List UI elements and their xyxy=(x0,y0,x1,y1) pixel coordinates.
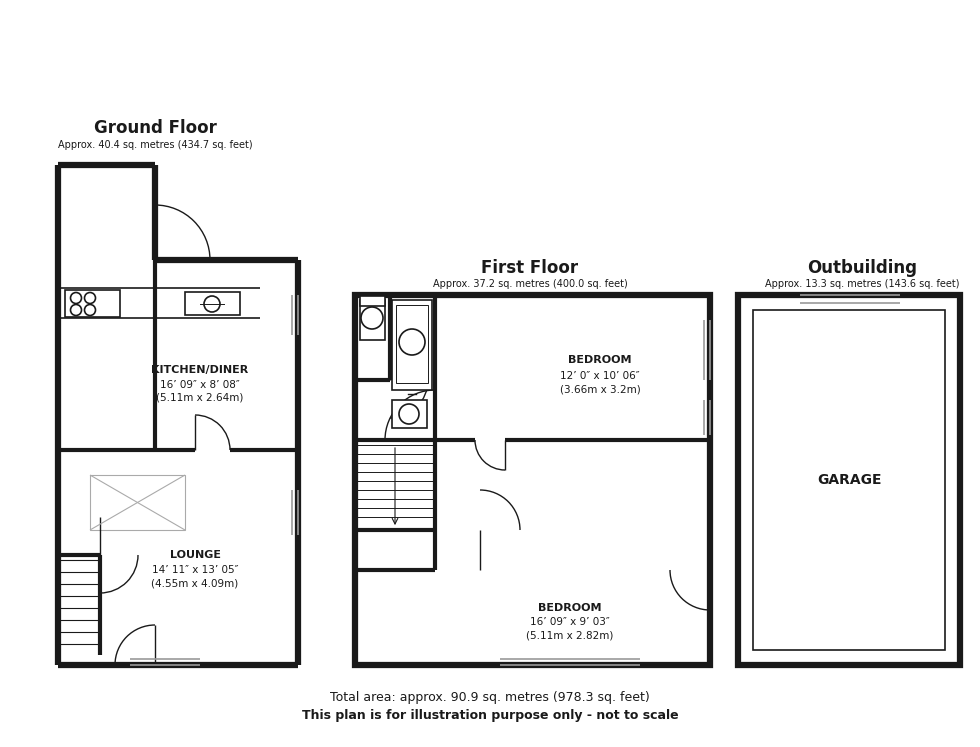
Text: KITCHEN/DINER: KITCHEN/DINER xyxy=(151,365,249,375)
Circle shape xyxy=(71,293,81,303)
Text: Approx. 37.2 sq. metres (400.0 sq. feet): Approx. 37.2 sq. metres (400.0 sq. feet) xyxy=(432,279,627,289)
Text: Approx. 40.4 sq. metres (434.7 sq. feet): Approx. 40.4 sq. metres (434.7 sq. feet) xyxy=(58,140,252,150)
Bar xyxy=(738,295,960,665)
Bar xyxy=(90,475,185,530)
Bar xyxy=(65,290,120,317)
Text: 12’ 0″ x 10’ 06″: 12’ 0″ x 10’ 06″ xyxy=(561,371,640,381)
Bar xyxy=(753,310,945,650)
Text: (5.11m x 2.82m): (5.11m x 2.82m) xyxy=(526,631,613,641)
Text: BEDROOM: BEDROOM xyxy=(568,355,632,365)
Text: Total area: approx. 90.9 sq. metres (978.3 sq. feet): Total area: approx. 90.9 sq. metres (978… xyxy=(330,690,650,704)
Text: LOUNGE: LOUNGE xyxy=(170,550,220,560)
Bar xyxy=(360,296,385,306)
Text: GARAGE: GARAGE xyxy=(816,473,881,487)
Text: (3.66m x 3.2m): (3.66m x 3.2m) xyxy=(560,385,640,395)
Circle shape xyxy=(204,296,220,312)
Text: BEDROOM: BEDROOM xyxy=(538,603,602,613)
Text: 16’ 09″ x 9’ 03″: 16’ 09″ x 9’ 03″ xyxy=(530,617,610,627)
Text: (4.55m x 4.09m): (4.55m x 4.09m) xyxy=(151,578,238,588)
Bar xyxy=(360,300,385,340)
Bar xyxy=(396,305,428,383)
Circle shape xyxy=(361,307,383,329)
Text: This plan is for illustration purpose only - not to scale: This plan is for illustration purpose on… xyxy=(302,708,678,722)
Text: First Floor: First Floor xyxy=(481,259,578,277)
Circle shape xyxy=(399,404,419,424)
Text: Outbuilding: Outbuilding xyxy=(807,259,917,277)
Circle shape xyxy=(71,305,81,315)
Text: (5.11m x 2.64m): (5.11m x 2.64m) xyxy=(157,393,244,403)
Bar xyxy=(185,292,240,315)
Text: Approx. 13.3 sq. metres (143.6 sq. feet): Approx. 13.3 sq. metres (143.6 sq. feet) xyxy=(764,279,959,289)
Circle shape xyxy=(84,305,95,315)
Text: Ground Floor: Ground Floor xyxy=(93,119,217,137)
Bar xyxy=(355,295,710,665)
Circle shape xyxy=(84,293,95,303)
Bar xyxy=(392,400,427,428)
Text: 16’ 09″ x 8’ 08″: 16’ 09″ x 8’ 08″ xyxy=(160,380,240,390)
Circle shape xyxy=(399,329,425,355)
Bar xyxy=(392,300,432,390)
Text: 14’ 11″ x 13’ 05″: 14’ 11″ x 13’ 05″ xyxy=(152,565,238,575)
